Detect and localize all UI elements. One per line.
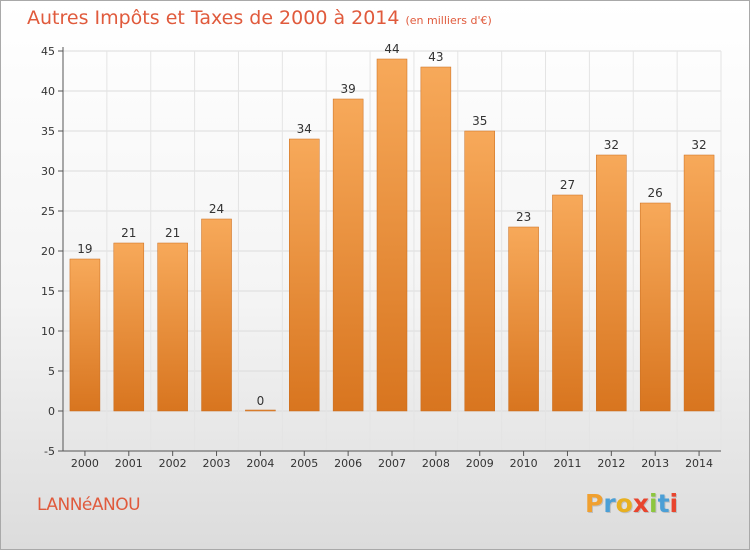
value-label-2005: 34 (297, 122, 312, 136)
value-label-2001: 21 (121, 226, 136, 240)
x-tick-label-2007: 2007 (378, 457, 406, 470)
value-label-2009: 35 (472, 114, 487, 128)
chart-title: Autres Impôts et Taxes de 2000 à 2014 (27, 7, 400, 29)
commune-name: LANNéANOU (37, 495, 141, 515)
bar-2009 (464, 130, 495, 412)
axis-layer: -5 0 5 10 15 20 25 30 35 40 45 2000 2001 2002 2003 2004… (41, 45, 721, 470)
x-tick-label-2013: 2013 (641, 457, 669, 470)
x-tick-label-2002: 2002 (159, 457, 187, 470)
bar-2004 (245, 409, 276, 412)
y-tick-label: -5 (44, 445, 55, 458)
x-tick-label-2011: 2011 (553, 457, 581, 470)
x-tick-label-2014: 2014 (685, 457, 713, 470)
y-tick-label: 30 (41, 165, 55, 178)
bar-2000 (69, 258, 101, 412)
logo-letter: o (615, 489, 633, 518)
value-label-2003: 24 (209, 202, 224, 216)
bar-2012 (596, 154, 627, 412)
x-tick-label-2008: 2008 (422, 457, 450, 470)
y-tick-label: 15 (41, 285, 55, 298)
proxiti-logo: Proxiti (585, 489, 678, 518)
x-tick-label-2003: 2003 (203, 457, 231, 470)
value-label-2010: 23 (516, 210, 531, 224)
value-label-layer: 19 21 21 24 0 34 39 44 43 35 23 27 32 26 32 (77, 42, 706, 408)
bar-2014 (683, 154, 715, 412)
x-tick-label-2009: 2009 (466, 457, 494, 470)
value-label-2013: 26 (648, 186, 663, 200)
value-label-2006: 39 (340, 82, 355, 96)
bar-2006 (332, 98, 364, 412)
value-label-2014: 32 (691, 138, 706, 152)
value-label-2011: 27 (560, 178, 575, 192)
bar-2005 (289, 138, 320, 412)
logo-letter: t (657, 489, 670, 518)
logo-letter: i (669, 489, 679, 518)
bar-2001 (113, 242, 145, 412)
logo-letter: P (585, 489, 604, 518)
value-label-2002: 21 (165, 226, 180, 240)
x-tick-label-2001: 2001 (115, 457, 143, 470)
y-tick-label: 45 (41, 45, 55, 58)
value-label-2007: 44 (384, 42, 399, 56)
y-tick-label: 35 (41, 125, 55, 138)
value-label-2004: 0 (257, 394, 265, 408)
bar-2013 (639, 202, 671, 412)
y-tick-label: 20 (41, 245, 55, 258)
bar-2003 (201, 218, 232, 412)
x-tick-label-2010: 2010 (510, 457, 538, 470)
bar-2007 (376, 58, 408, 412)
value-label-2000: 19 (77, 242, 92, 256)
bar-2008 (420, 66, 452, 412)
y-tick-label: 0 (48, 405, 55, 418)
y-tick-label: 5 (48, 365, 55, 378)
y-tick-label: 10 (41, 325, 55, 338)
value-label-2008: 43 (428, 50, 443, 64)
chart-subtitle: (en milliers d'€) (405, 14, 492, 27)
y-tick-label: 40 (41, 85, 55, 98)
title-block: Autres Impôts et Taxes de 2000 à 2014 (en… (27, 7, 492, 29)
x-tick-label-2006: 2006 (334, 457, 362, 470)
value-label-2012: 32 (604, 138, 619, 152)
y-tick-label: 25 (41, 205, 55, 218)
bar-2002 (157, 242, 188, 412)
bar-2011 (552, 194, 583, 412)
logo-letter: i (649, 489, 658, 518)
logo-letter: r (603, 489, 616, 518)
x-tick-label-2004: 2004 (246, 457, 274, 470)
x-tick-label-2012: 2012 (597, 457, 625, 470)
x-tick-label-2000: 2000 (71, 457, 99, 470)
x-tick-label-2005: 2005 (290, 457, 318, 470)
logo-letter: x (632, 489, 649, 518)
bar-2010 (508, 226, 539, 412)
bar-layer (69, 58, 715, 412)
